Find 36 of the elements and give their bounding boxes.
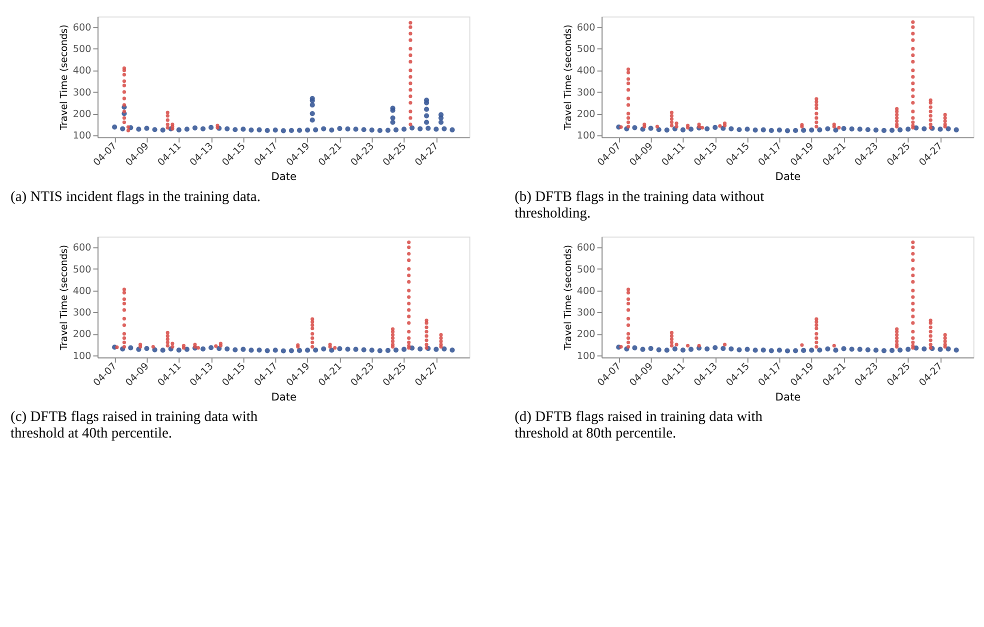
y-tick-label: 400: [576, 66, 596, 77]
x-axis-title: Date: [271, 390, 297, 404]
y-tick-label: 200: [72, 329, 92, 340]
y-tick-label: 500: [576, 44, 596, 56]
y-tick-label: 500: [72, 44, 92, 56]
y-tick-label: 600: [72, 22, 92, 34]
y-tick-label: 300: [576, 87, 596, 98]
y-tick-label: 300: [576, 308, 596, 319]
y-axis-title: Travel Time (seconds): [59, 244, 70, 352]
y-tick-label: 500: [576, 264, 596, 276]
y-tick-label: 300: [72, 308, 92, 319]
y-tick-label: 200: [576, 329, 596, 340]
y-tick-label: 500: [72, 264, 92, 276]
y-tick-label: 300: [72, 87, 92, 98]
x-axis-title: Date: [271, 170, 297, 184]
y-tick-label: 600: [576, 22, 596, 34]
y-axis-title: Travel Time (seconds): [59, 24, 70, 131]
text: (a) NTIS incident flags in the training data.: [10, 189, 260, 206]
y-tick-label: 400: [72, 286, 92, 297]
text: (b) DFTB flags in the training data without thresholding.: [514, 189, 764, 222]
y-axis-title: Travel Time (seconds): [563, 244, 574, 352]
x-axis-title: Date: [775, 390, 801, 404]
y-tick-label: 400: [72, 66, 92, 77]
y-tick-label: 100: [576, 130, 596, 142]
x-axis-title: Date: [775, 170, 801, 184]
y-tick-label: 600: [576, 242, 596, 254]
text: (c) DFTB flags raised in training data with threshold at 40th percentile.: [10, 409, 258, 442]
text: (d) DFTB flags raised in training data with threshold at 80th percentile.: [514, 409, 764, 442]
y-tick-label: 200: [72, 108, 92, 120]
y-tick-label: 200: [576, 108, 596, 120]
y-tick-label: 100: [72, 350, 92, 362]
y-tick-label: 100: [72, 130, 92, 142]
y-axis-title: Travel Time (seconds): [563, 24, 574, 131]
y-tick-label: 100: [576, 350, 596, 362]
y-tick-label: 400: [576, 286, 596, 297]
y-tick-label: 600: [72, 242, 92, 254]
